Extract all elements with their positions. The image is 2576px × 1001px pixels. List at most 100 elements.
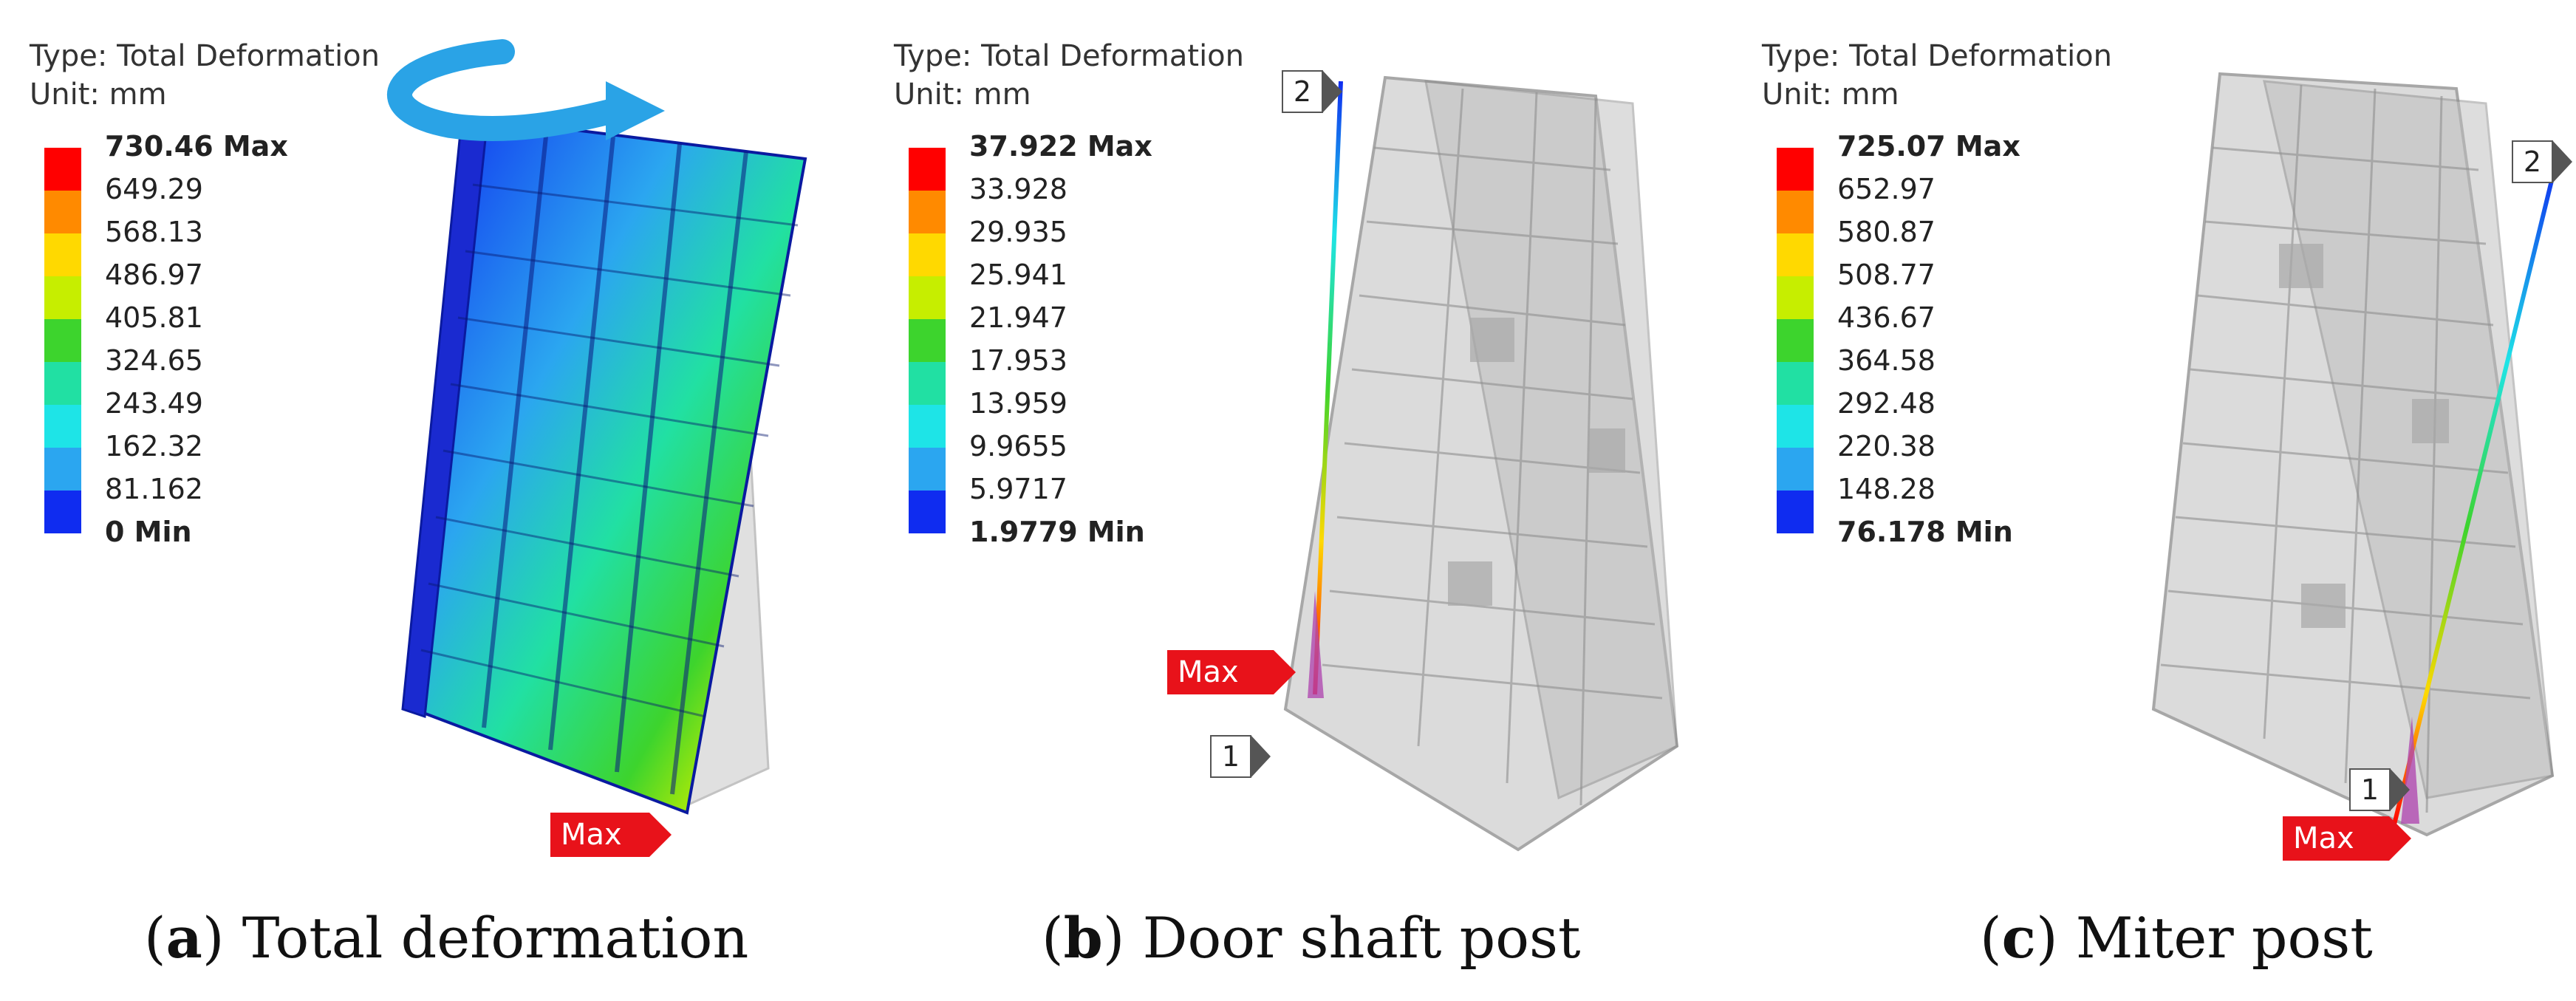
legend-unit: Unit: mm (894, 78, 1031, 112)
panel-door-shaft-post: Type: Total Deformation Unit: mm 37.922 … (857, 0, 1714, 1001)
scale-tick-label: 9.9655 (969, 430, 1067, 462)
scale-tick-label: 148.28 (1837, 473, 1936, 505)
scale-row: 9.9655 (909, 430, 1189, 491)
gate-ghost-model (1283, 75, 1679, 852)
scale-tick-label: 33.928 (969, 173, 1067, 205)
scale-swatch (1777, 148, 1814, 191)
caption-letter: a (165, 905, 202, 971)
scale-swatch (909, 405, 946, 448)
scale-tick-label: 486.97 (105, 259, 203, 291)
scale-tick-label: 405.81 (105, 301, 203, 334)
gate-ghost-model (2151, 72, 2558, 837)
scale-row: 436.67 (1777, 301, 2057, 362)
scale-tick-label: 580.87 (1837, 216, 1936, 248)
scale-row: 324.65 (44, 344, 325, 405)
scale-tick-label: 652.97 (1837, 173, 1936, 205)
probe-1-label: 1 (1210, 735, 1271, 778)
caption-letter: c (2001, 905, 2036, 971)
stiffeners (482, 129, 748, 795)
scale-row: 17.953 (909, 344, 1189, 405)
scale-tick-label: 81.162 (105, 473, 203, 505)
scale-swatch (1777, 319, 1814, 362)
scale-swatch (1777, 362, 1814, 405)
scale-row-max: 37.922 Max (909, 130, 1189, 191)
max-arrow-icon (1308, 591, 1324, 698)
max-marker: Max (550, 813, 672, 857)
scale-tick-label: 220.38 (1837, 430, 1936, 462)
post-deformation-line (1313, 81, 1343, 695)
scale-row: 148.28 (1777, 473, 2057, 533)
legend-unit: Unit: mm (30, 78, 167, 112)
scale-row-max: 730.46 Max (44, 130, 325, 191)
scale-swatch (1777, 448, 1814, 491)
panel-total-deformation: Type: Total Deformation Unit: mm 730.46 … (0, 0, 857, 1001)
legend-unit: Unit: mm (1762, 78, 1899, 112)
scale-swatch (909, 362, 946, 405)
scale-row: 405.81 (44, 301, 325, 362)
girders (420, 183, 799, 718)
max-marker: Max (2283, 816, 2411, 861)
scale-row: 649.29 (44, 173, 325, 233)
scale-tick-label: 508.77 (1837, 259, 1936, 291)
scale-row: 243.49 (44, 387, 325, 448)
scale-row-min: 0 Min (44, 516, 325, 576)
scale-tick-label: 21.947 (969, 301, 1067, 334)
scale-min-label: 76.178 Min (1837, 516, 2013, 548)
scale-tick-label: 5.9717 (969, 473, 1067, 505)
scale-row: 5.9717 (909, 473, 1189, 533)
scale-tick-label: 568.13 (105, 216, 203, 248)
scale-tick-label: 29.935 (969, 216, 1067, 248)
scale-row: 29.935 (909, 216, 1189, 276)
scale-swatch (44, 319, 81, 362)
scale-max-label: 730.46 Max (105, 130, 288, 163)
legend-header: Type: Total Deformation Unit: mm (894, 37, 1244, 114)
scale-row: 508.77 (1777, 259, 2057, 319)
legend-type: Type: Total Deformation (894, 39, 1245, 73)
scale-swatch (909, 448, 946, 491)
scale-row: 162.32 (44, 430, 325, 491)
scale-swatch (44, 405, 81, 448)
scale-swatch (1777, 491, 1814, 533)
scale-swatch (1777, 233, 1814, 276)
scale-swatch (44, 233, 81, 276)
scale-row: 13.959 (909, 387, 1189, 448)
scale-tick-label: 292.48 (1837, 387, 1936, 420)
caption-b: (b) Door shaft post (1042, 905, 1581, 971)
scale-row: 292.48 (1777, 387, 2057, 448)
scale-row: 568.13 (44, 216, 325, 276)
scale-swatch (909, 233, 946, 276)
translucent-gate (1283, 75, 1679, 852)
scale-min-label: 1.9779 Min (969, 516, 1145, 548)
scale-swatch (44, 448, 81, 491)
scale-tick-label: 25.941 (969, 259, 1067, 291)
scale-row-min: 1.9779 Min (909, 516, 1189, 576)
scale-swatch (1777, 405, 1814, 448)
scale-row: 25.941 (909, 259, 1189, 319)
caption-text: ) Total deformation (202, 905, 749, 971)
scale-tick-label: 162.32 (105, 430, 203, 462)
scale-row-min: 76.178 Min (1777, 516, 2057, 576)
caption-text: ) Door shaft post (1102, 905, 1581, 971)
rotation-arrow-icon (387, 39, 665, 142)
caption-a: (a) Total deformation (144, 905, 749, 971)
probe-2-label: 2 (2512, 140, 2572, 183)
probe-2-label: 2 (1282, 70, 1342, 113)
translucent-gate (2151, 72, 2555, 837)
scale-swatch (909, 148, 946, 191)
legend-header: Type: Total Deformation Unit: mm (30, 37, 380, 114)
scale-row: 220.38 (1777, 430, 2057, 491)
scale-swatch (44, 362, 81, 405)
scale-tick-label: 436.67 (1837, 301, 1936, 334)
scale-row: 486.97 (44, 259, 325, 319)
scale-max-label: 725.07 Max (1837, 130, 2020, 163)
scale-min-label: 0 Min (105, 516, 192, 548)
legend-header: Type: Total Deformation Unit: mm (1762, 37, 2112, 114)
scale-row: 364.58 (1777, 344, 2057, 405)
legend-type: Type: Total Deformation (30, 39, 380, 73)
scale-swatch (44, 276, 81, 319)
scale-swatch (44, 148, 81, 191)
scale-swatch (909, 491, 946, 533)
caption-letter: b (1063, 905, 1103, 971)
scale-swatch (1777, 276, 1814, 319)
scale-row: 580.87 (1777, 216, 2057, 276)
